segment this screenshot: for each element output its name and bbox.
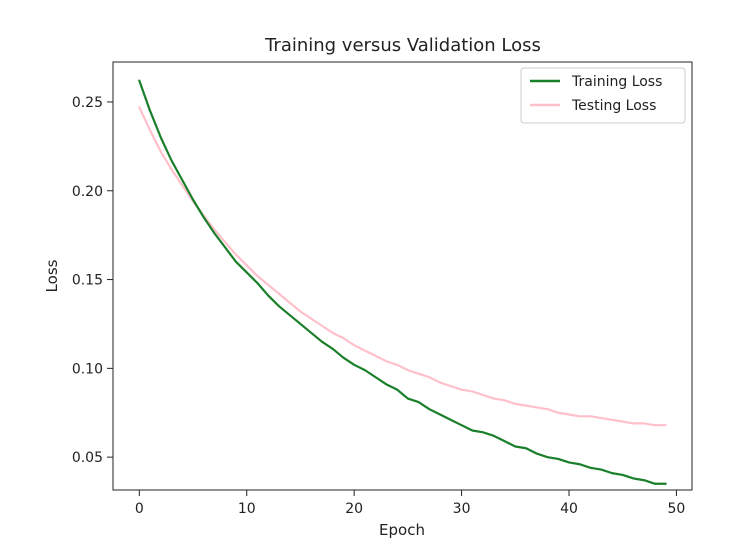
y-tick-label: 0.15	[72, 273, 103, 289]
x-tick-label: 30	[453, 501, 471, 517]
legend-label-testing-loss: Testing Loss	[571, 98, 656, 114]
y-tick-label: 0.10	[72, 361, 103, 377]
x-axis-label: Epoch	[379, 521, 425, 539]
x-tick-label: 0	[135, 501, 144, 517]
plot-area	[112, 61, 693, 491]
x-tick-label: 20	[345, 501, 363, 517]
x-tick-label: 40	[560, 501, 578, 517]
x-tick-label: 50	[668, 501, 686, 517]
series-line-testing-loss	[138, 106, 667, 427]
plot-frame	[112, 61, 693, 491]
y-tick-label: 0.05	[72, 450, 103, 466]
legend: Training Loss Testing Loss	[520, 67, 686, 124]
series-layer	[138, 79, 667, 485]
y-axis-label: Loss	[43, 259, 61, 292]
y-tick-label: 0.25	[72, 95, 103, 111]
x-axis: 0 10 20 30 40 50	[135, 490, 685, 517]
legend-box	[520, 67, 686, 124]
y-axis: 0.05 0.10 0.15 0.20 0.25	[72, 95, 113, 466]
chart-title: Training versus Validation Loss	[264, 35, 541, 56]
x-tick-label: 10	[238, 501, 256, 517]
legend-label-training-loss: Training Loss	[571, 74, 662, 90]
y-tick-label: 0.20	[72, 184, 103, 200]
series-line-training-loss	[138, 79, 667, 485]
